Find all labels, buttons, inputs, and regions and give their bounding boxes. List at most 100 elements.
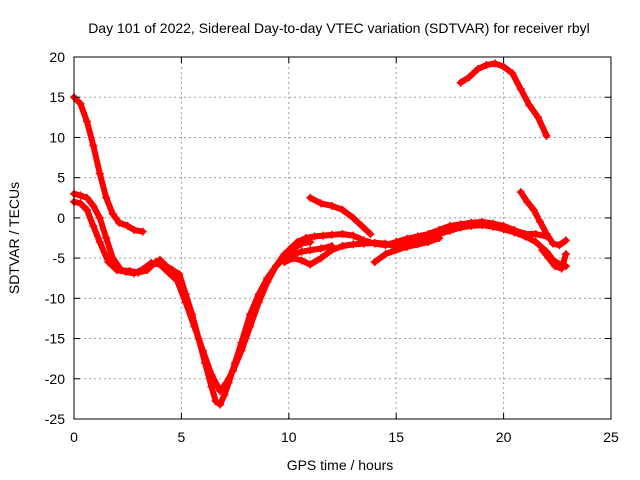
x-tick-label: 15 bbox=[388, 429, 404, 445]
data-point bbox=[357, 221, 366, 230]
data-point bbox=[95, 238, 104, 247]
data-point bbox=[536, 217, 545, 226]
data-point bbox=[301, 234, 310, 242]
data-point bbox=[211, 397, 220, 406]
plot-frame bbox=[73, 56, 612, 420]
data-point bbox=[551, 262, 560, 271]
y-tick-label: -25 bbox=[45, 411, 65, 427]
data-point bbox=[306, 260, 315, 269]
data-point bbox=[310, 232, 319, 241]
data-point bbox=[381, 250, 390, 259]
y-tick-label: 20 bbox=[49, 49, 65, 65]
data-point bbox=[488, 222, 497, 231]
data-point bbox=[76, 191, 85, 200]
data-point bbox=[366, 229, 375, 238]
data-point bbox=[246, 322, 255, 331]
data-point bbox=[456, 223, 465, 232]
data-point bbox=[392, 246, 401, 255]
data-point bbox=[220, 390, 229, 399]
data-point bbox=[108, 209, 117, 218]
data-point bbox=[280, 258, 289, 267]
data-point bbox=[293, 238, 302, 247]
data-point bbox=[499, 62, 508, 71]
data-point bbox=[561, 250, 570, 259]
data-point bbox=[89, 221, 98, 230]
x-axis-label: GPS time / hours bbox=[287, 457, 394, 473]
data-point bbox=[510, 228, 519, 237]
data-point bbox=[402, 242, 411, 251]
data-point bbox=[130, 269, 139, 278]
data-point bbox=[112, 266, 121, 275]
data-point bbox=[89, 201, 98, 210]
data-point bbox=[529, 205, 538, 214]
data-point bbox=[207, 382, 216, 391]
data-point bbox=[155, 260, 164, 269]
data-point bbox=[523, 197, 532, 206]
series-line-pass-2 bbox=[71, 190, 314, 408]
y-axis-label: SDTVAR / TECUs bbox=[6, 182, 22, 294]
data-point bbox=[121, 267, 130, 276]
x-tick-label: 25 bbox=[603, 429, 619, 445]
data-point bbox=[327, 230, 336, 239]
data-point bbox=[381, 239, 390, 248]
data-point bbox=[338, 229, 347, 238]
data-point bbox=[102, 234, 111, 242]
data-point bbox=[89, 141, 98, 150]
data-point bbox=[525, 101, 534, 110]
data-point bbox=[82, 205, 91, 214]
data-point bbox=[297, 256, 306, 265]
data-point bbox=[102, 193, 111, 202]
data-point bbox=[516, 188, 525, 197]
data-point bbox=[349, 240, 358, 249]
data-point bbox=[175, 270, 184, 279]
y-tick-label: -15 bbox=[45, 331, 65, 347]
data-point bbox=[164, 268, 173, 277]
data-point bbox=[317, 199, 326, 208]
data-point bbox=[95, 213, 104, 222]
data-point bbox=[76, 99, 85, 108]
data-point bbox=[482, 61, 491, 70]
data-point bbox=[327, 201, 336, 210]
series-line-pass-3 bbox=[71, 198, 335, 394]
data-point bbox=[198, 346, 207, 355]
data-point bbox=[533, 113, 542, 122]
data-point bbox=[130, 225, 139, 234]
y-tick-label: 10 bbox=[49, 129, 65, 145]
y-tick-label: -20 bbox=[45, 371, 65, 387]
data-point bbox=[254, 298, 263, 307]
x-tick-label: 0 bbox=[70, 429, 78, 445]
y-tick-label: 15 bbox=[49, 89, 65, 105]
data-point bbox=[104, 258, 113, 267]
data-point bbox=[76, 199, 85, 208]
series-group bbox=[70, 59, 570, 409]
data-point bbox=[297, 247, 306, 256]
data-point bbox=[319, 231, 328, 240]
data-point bbox=[216, 400, 225, 409]
data-point bbox=[181, 298, 190, 307]
data-point bbox=[173, 276, 182, 285]
series-line-pass-8 bbox=[457, 60, 550, 139]
data-point bbox=[413, 240, 422, 249]
data-point bbox=[327, 246, 336, 255]
data-point bbox=[467, 221, 476, 230]
data-point bbox=[306, 246, 315, 255]
data-point bbox=[370, 258, 379, 267]
data-point bbox=[435, 234, 444, 242]
data-point bbox=[317, 254, 326, 263]
y-tick-label: -5 bbox=[53, 250, 66, 266]
data-point bbox=[531, 229, 540, 238]
x-tick-label: 5 bbox=[178, 429, 186, 445]
data-point bbox=[138, 265, 147, 274]
data-point bbox=[445, 226, 454, 235]
data-point bbox=[216, 386, 225, 395]
data-point bbox=[82, 193, 91, 202]
data-point bbox=[123, 221, 132, 230]
data-point bbox=[207, 370, 216, 379]
y-tick-label: 0 bbox=[57, 210, 65, 226]
data-point bbox=[95, 169, 104, 178]
data-point bbox=[338, 242, 347, 251]
data-point bbox=[516, 85, 525, 94]
data-point bbox=[115, 218, 124, 227]
data-point bbox=[349, 213, 358, 222]
